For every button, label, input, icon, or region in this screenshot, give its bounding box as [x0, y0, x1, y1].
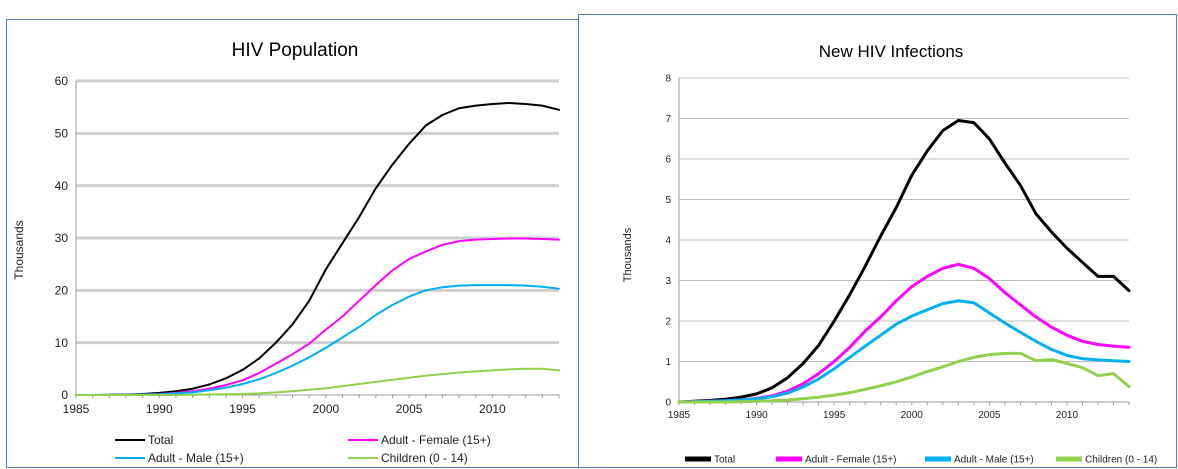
- legend-label: Adult - Female (15+): [381, 433, 491, 447]
- x-tick-label: 2010: [479, 402, 506, 416]
- y-tick-label: 10: [55, 336, 69, 350]
- chart-title: New HIV Infections: [819, 42, 964, 61]
- x-tick-label: 1990: [146, 402, 173, 416]
- chart-panel-hiv-population: HIV Population Thousands 0 10 20 30 40 50 60 19…: [6, 19, 583, 468]
- y-tick-label: 3: [665, 276, 671, 287]
- x-tick-label: 2000: [312, 402, 339, 416]
- x-tick-label: 1985: [63, 402, 90, 416]
- hiv-population-chart: HIV Population Thousands 0 10 20 30 40 50 60 19…: [12, 40, 560, 465]
- series-line-2: [677, 262, 1131, 404]
- series-line-4: [677, 351, 1131, 404]
- y-tick-label: 4: [665, 236, 671, 247]
- y-tick-label: 7: [665, 114, 671, 125]
- x-tick-label: 1995: [229, 402, 256, 416]
- legend-label: Children (0 - 14): [381, 451, 468, 465]
- legend-label: Children (0 - 14): [1085, 455, 1157, 466]
- x-tick-label: 1985: [668, 410, 691, 421]
- legend-label: Adult - Male (15+): [954, 455, 1034, 466]
- y-tick-label: 2: [665, 317, 671, 328]
- chart-title: HIV Population: [232, 40, 359, 61]
- y-tick-label: 6: [665, 155, 671, 166]
- series-line-1: [677, 119, 1131, 404]
- x-tick-label: 2005: [978, 410, 1001, 421]
- y-tick-label: 50: [55, 127, 69, 141]
- new-hiv-infections-chart: New HIV Infections Thousands 0 1 2 3 4 5 6 7 8 19…: [622, 42, 1157, 466]
- y-tick-label: 5: [665, 195, 671, 206]
- x-tick-label: 1995: [823, 410, 846, 421]
- legend-label: Total: [148, 433, 173, 447]
- series-line-4: [75, 367, 560, 396]
- y-tick-label: 8: [665, 74, 671, 85]
- y-axis-label: Thousands: [12, 220, 26, 279]
- y-tick-label: 20: [55, 284, 69, 298]
- y-axis-label: Thousands: [622, 227, 634, 282]
- series-line-3: [75, 284, 560, 396]
- y-tick-label: 0: [665, 398, 671, 409]
- chart-panel-new-hiv-infections: New HIV Infections Thousands 0 1 2 3 4 5 6 7 8 19…: [578, 14, 1177, 468]
- y-tick-label: 60: [55, 74, 69, 88]
- y-tick-label: 40: [55, 179, 69, 193]
- legend-label: Adult - Female (15+): [805, 455, 896, 466]
- x-tick-label: 2000: [901, 410, 924, 421]
- legend-label: Adult - Male (15+): [148, 451, 244, 465]
- x-tick-label: 1990: [745, 410, 768, 421]
- legend-label: Total: [714, 455, 735, 466]
- series-line-3: [677, 299, 1131, 404]
- y-tick-label: 0: [61, 388, 68, 402]
- x-tick-label: 2010: [1056, 410, 1079, 421]
- y-tick-label: 30: [55, 231, 69, 245]
- x-tick-label: 2005: [396, 402, 423, 416]
- y-tick-label: 1: [665, 357, 671, 368]
- series-line-1: [75, 102, 560, 396]
